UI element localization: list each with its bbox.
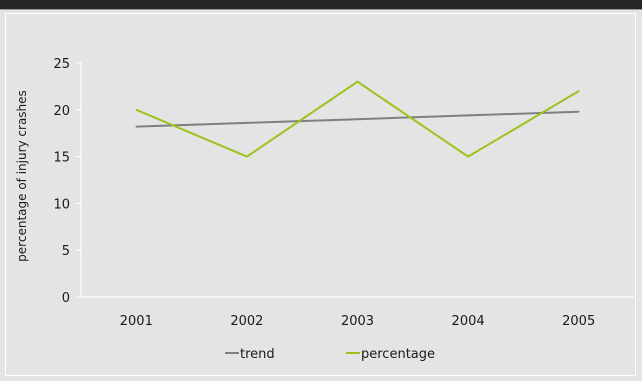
data-point-trend xyxy=(467,114,469,117)
data-point-percentage xyxy=(135,109,138,111)
data-point-trend xyxy=(246,122,248,124)
y-tick-label: 20 xyxy=(53,104,70,119)
y-tick-label: 15 xyxy=(53,151,70,166)
legend-label-trend: trend xyxy=(240,347,275,362)
y-tick-label: 5 xyxy=(62,244,70,259)
data-point-percentage xyxy=(356,80,359,83)
x-tick-label: 2002 xyxy=(230,314,263,329)
legend: trend percentage xyxy=(225,347,435,362)
chart-border xyxy=(5,13,636,376)
axes xyxy=(80,63,634,298)
y-tick-label: 0 xyxy=(62,291,70,306)
series-group xyxy=(135,80,580,158)
y-axis-title: percentage of injury crashes xyxy=(15,90,29,262)
legend-label-percentage: percentage xyxy=(361,347,435,362)
data-point-trend xyxy=(135,125,138,128)
x-ticks: 2001 2002 2003 2004 2005 xyxy=(120,314,595,329)
y-tick-label: 25 xyxy=(53,57,70,72)
data-point-trend xyxy=(356,118,359,120)
y-tick-label: 10 xyxy=(53,197,70,212)
data-point-percentage xyxy=(467,155,469,158)
x-tick-label: 2003 xyxy=(341,314,374,329)
x-tick-label: 2005 xyxy=(562,314,595,329)
y-ticks: 0 5 10 15 20 25 xyxy=(53,57,81,306)
data-point-trend xyxy=(577,110,580,113)
x-tick-label: 2001 xyxy=(120,314,153,329)
data-point-percentage xyxy=(577,90,580,92)
data-point-percentage xyxy=(246,155,248,158)
x-tick-label: 2004 xyxy=(452,314,485,329)
title-bar xyxy=(0,0,642,10)
